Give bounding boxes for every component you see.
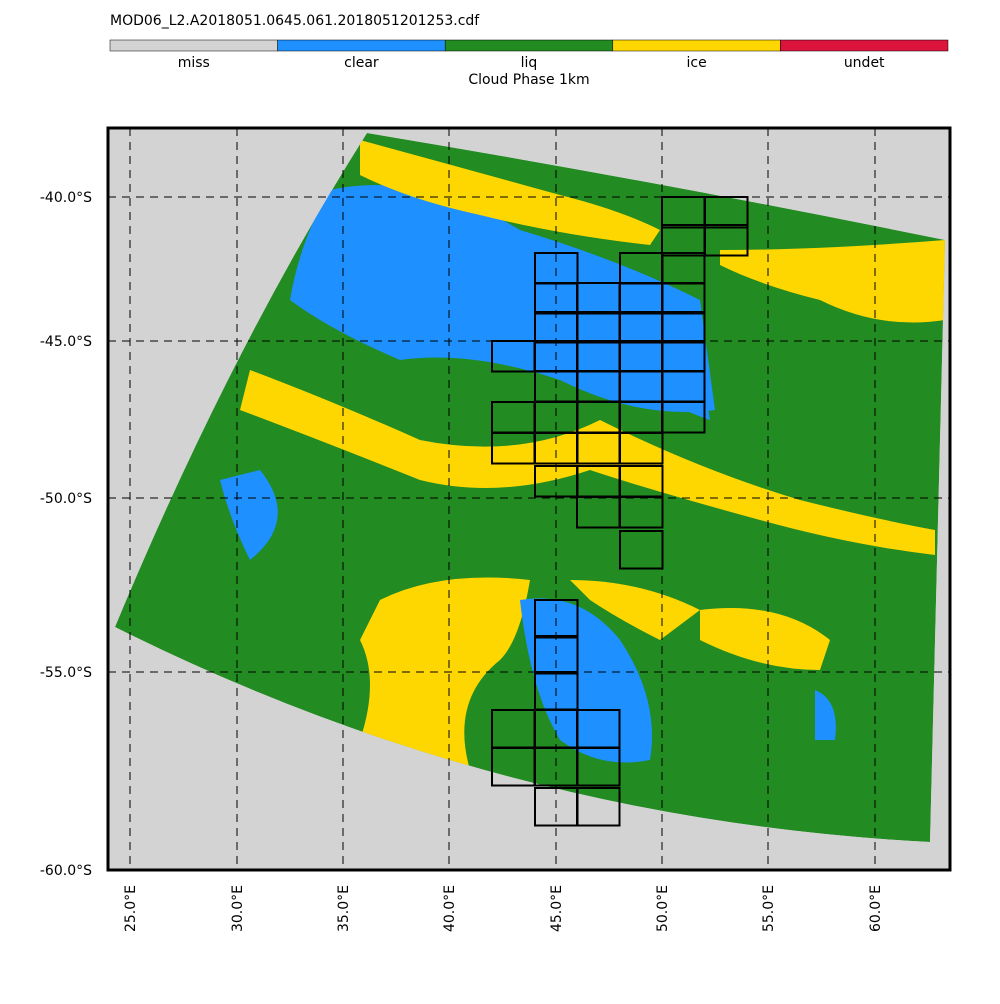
granule-box (661, 311, 706, 344)
legend-swatch (612, 39, 781, 52)
legend-swatch (109, 39, 278, 52)
granule-box (619, 530, 664, 570)
lon-label: 60.0°E (868, 885, 884, 932)
granule-box (619, 432, 664, 465)
ice-area (360, 140, 660, 245)
lat-label: -45.0°S (40, 334, 92, 350)
legend-label: miss (178, 55, 210, 71)
granule-box (661, 282, 706, 315)
lat-label: -60.0°S (40, 863, 92, 879)
granule-box (619, 496, 664, 529)
legend-title: Cloud Phase 1km (468, 72, 589, 88)
legend-swatch (444, 39, 614, 52)
legend-label: clear (344, 55, 379, 71)
legend-label: liq (521, 55, 538, 71)
granule-box (704, 224, 749, 257)
legend-swatch (780, 39, 949, 52)
ice-area (720, 240, 945, 323)
graticule (108, 128, 950, 870)
ice-area (360, 577, 530, 770)
lon-label: 55.0°E (761, 885, 777, 932)
legend-swatch (277, 39, 446, 52)
lon-label: 40.0°E (442, 885, 458, 932)
lat-label: -50.0°S (40, 491, 92, 507)
clear-area (560, 300, 710, 420)
clear-area (815, 690, 836, 740)
clear-area (220, 470, 278, 560)
lon-label: 25.0°E (123, 885, 139, 932)
map-frame (106, 126, 952, 872)
granule-box (534, 635, 579, 675)
granule-box (576, 747, 621, 787)
granule-box (534, 599, 579, 639)
ice-area (570, 580, 700, 640)
lon-label: 35.0°E (336, 885, 352, 932)
lat-label: -55.0°S (40, 665, 92, 681)
lon-label: 45.0°E (549, 885, 565, 932)
granule-box (661, 401, 706, 434)
granule-box (576, 787, 621, 827)
granule-box (704, 196, 749, 229)
lon-label: 50.0°E (655, 885, 671, 932)
ice-area (700, 608, 830, 670)
legend-label: undet (844, 55, 885, 71)
file-title: MOD06_L2.A2018051.0645.061.2018051201253… (110, 13, 480, 29)
granule-boxes (491, 196, 749, 827)
lon-label: 30.0°E (230, 885, 246, 932)
lat-label: -40.0°S (40, 190, 92, 206)
legend-label: ice (686, 55, 706, 71)
